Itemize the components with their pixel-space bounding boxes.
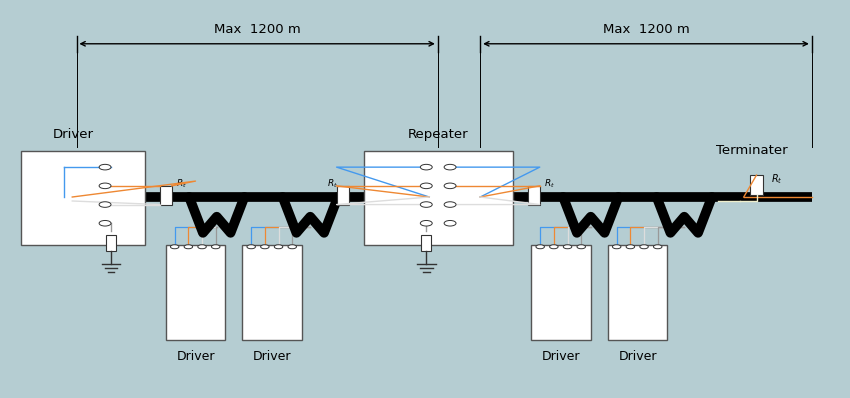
Text: Drain: Drain <box>56 219 81 228</box>
Circle shape <box>420 202 432 207</box>
Bar <box>166 245 225 340</box>
Text: Terminater: Terminater <box>717 144 788 157</box>
Text: A: A <box>74 181 81 190</box>
Circle shape <box>288 245 297 249</box>
Circle shape <box>444 164 456 170</box>
Circle shape <box>444 202 456 207</box>
Text: Drain: Drain <box>578 249 584 267</box>
Text: Driver: Driver <box>176 350 215 363</box>
Circle shape <box>99 220 111 226</box>
Circle shape <box>420 164 432 170</box>
Circle shape <box>198 245 207 249</box>
Text: B: B <box>564 249 570 254</box>
Bar <box>421 235 431 251</box>
Text: Drain: Drain <box>453 219 478 228</box>
Text: B: B <box>641 249 647 254</box>
Text: $R_t$: $R_t$ <box>327 177 338 189</box>
Circle shape <box>654 245 662 249</box>
Text: A: A <box>262 249 268 254</box>
Text: B: B <box>199 249 205 254</box>
Text: Drain: Drain <box>212 249 218 267</box>
Circle shape <box>420 220 432 226</box>
Bar <box>337 185 348 205</box>
Text: Driver: Driver <box>53 128 94 141</box>
Circle shape <box>420 183 432 189</box>
Circle shape <box>550 245 558 249</box>
Circle shape <box>536 245 544 249</box>
Text: COM: COM <box>248 249 254 265</box>
Text: B: B <box>453 200 459 209</box>
Circle shape <box>170 245 178 249</box>
Circle shape <box>212 245 220 249</box>
Text: A: A <box>453 181 459 190</box>
Bar <box>160 185 172 205</box>
Circle shape <box>577 245 586 249</box>
Text: Drain: Drain <box>654 249 660 267</box>
Circle shape <box>564 245 572 249</box>
Text: Driver: Driver <box>541 350 581 363</box>
Bar <box>242 245 302 340</box>
Circle shape <box>184 245 193 249</box>
Text: COM: COM <box>453 163 474 172</box>
Text: B: B <box>275 249 281 254</box>
Text: COM: COM <box>172 249 178 265</box>
Text: A: A <box>185 249 191 254</box>
Text: Driver: Driver <box>618 350 657 363</box>
Text: B: B <box>74 200 81 209</box>
Text: A: A <box>407 181 413 190</box>
Text: A: A <box>627 249 633 254</box>
Text: $R_t$: $R_t$ <box>771 172 783 186</box>
Text: $R_t$: $R_t$ <box>544 177 555 189</box>
Text: Drain: Drain <box>289 249 295 267</box>
Circle shape <box>99 183 111 189</box>
Text: COM: COM <box>392 163 413 172</box>
Circle shape <box>99 202 111 207</box>
Text: Driver: Driver <box>252 350 292 363</box>
Text: Max  1200 m: Max 1200 m <box>603 23 689 36</box>
Circle shape <box>444 183 456 189</box>
Text: COM: COM <box>60 163 81 172</box>
Text: A: A <box>551 249 557 254</box>
Bar <box>21 151 144 245</box>
Circle shape <box>246 245 255 249</box>
Circle shape <box>612 245 620 249</box>
Circle shape <box>640 245 649 249</box>
Circle shape <box>275 245 283 249</box>
Text: $R_t$: $R_t$ <box>176 177 187 189</box>
Bar <box>528 185 540 205</box>
Bar <box>750 175 763 195</box>
Circle shape <box>261 245 269 249</box>
Text: Repeater: Repeater <box>408 128 468 141</box>
Bar <box>364 151 513 245</box>
Text: COM: COM <box>614 249 620 265</box>
Circle shape <box>626 245 635 249</box>
Text: COM: COM <box>537 249 543 265</box>
Bar <box>531 245 591 340</box>
Text: Drain: Drain <box>388 219 413 228</box>
Bar <box>106 235 116 251</box>
Circle shape <box>444 220 456 226</box>
Text: Max  1200 m: Max 1200 m <box>213 23 301 36</box>
Text: B: B <box>407 200 413 209</box>
Circle shape <box>99 164 111 170</box>
Bar <box>608 245 667 340</box>
